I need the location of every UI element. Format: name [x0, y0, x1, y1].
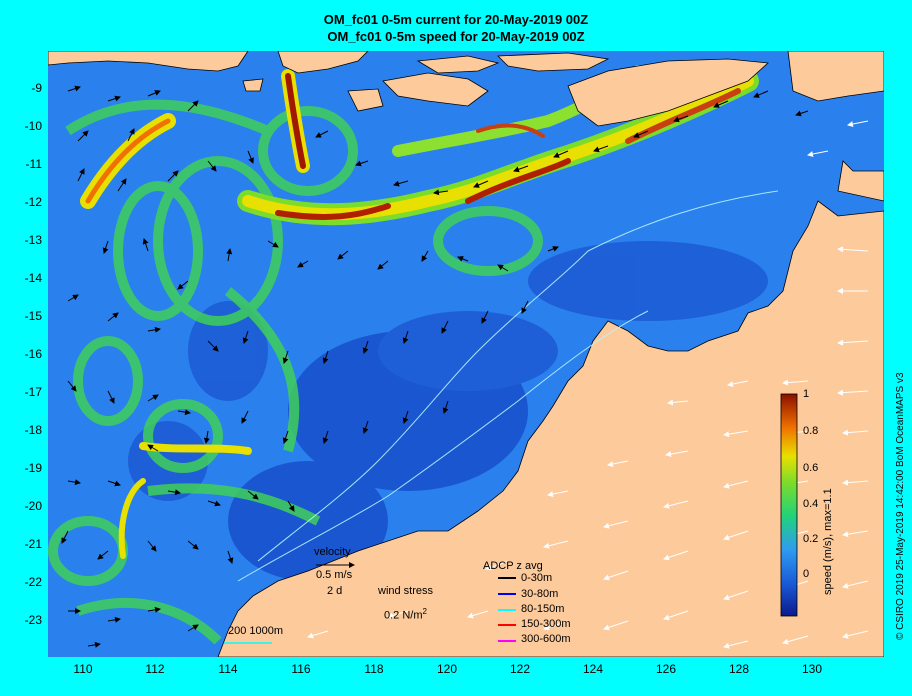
bathymetry-contours [237, 190, 779, 582]
lat-label: -19 [24, 461, 42, 475]
lat-label: -15 [24, 309, 42, 323]
adcp-item: 300-600m [521, 633, 571, 645]
map-title: OM_fc01 0-5m current for 20-May-2019 00Z [323, 12, 589, 27]
australia-landmass [217, 200, 884, 657]
speed-colorbar [780, 393, 798, 617]
wind-stress-label: wind stress [378, 585, 434, 597]
wind-stress-vectors [307, 120, 869, 649]
adcp-legend-title: ADCP z avg [483, 560, 543, 572]
lat-label: -18 [24, 423, 42, 437]
current-vectors [61, 85, 809, 648]
lat-label: -12 [24, 195, 42, 209]
adcp-item: 80-150m [521, 603, 565, 615]
map-subtitle: OM_fc01 0-5m speed for 20-May-2019 00Z [327, 29, 585, 44]
lat-label: -21 [24, 537, 42, 551]
lat-label: -11 [25, 157, 42, 171]
lon-label: 126 [655, 662, 677, 676]
lon-label: 120 [436, 662, 458, 676]
lat-label: -17 [24, 385, 42, 399]
lon-label: 110 [73, 662, 93, 676]
colorbar-tick: 0.4 [803, 498, 819, 510]
colorbar-tick: 0.2 [803, 533, 819, 545]
lat-label: -23 [24, 613, 42, 627]
indonesian-islands [48, 51, 884, 127]
lon-label: 128 [728, 662, 750, 676]
lon-label: 116 [291, 662, 311, 676]
adcp-legend-arrows [498, 577, 516, 642]
velocity-legend-label: velocity [314, 546, 351, 558]
lat-label: -14 [24, 271, 42, 285]
colorbar-tick: 0 [803, 568, 810, 580]
lon-label: 124 [582, 662, 604, 676]
lat-label: -22 [24, 575, 42, 589]
ocean-current-map [48, 51, 884, 657]
scale-bar-label: 200 1000m [228, 625, 284, 637]
lon-label: 112 [145, 662, 165, 676]
velocity-time-label: 2 d [327, 585, 343, 597]
colorbar-tick: 0.8 [803, 425, 819, 437]
lat-label: -20 [24, 499, 42, 513]
lon-label: 122 [509, 662, 531, 676]
lon-label: 114 [218, 662, 238, 676]
wind-stress-scale: 0.2 N/m2 [384, 607, 427, 622]
strong-currents [80, 65, 759, 559]
lat-label: -16 [24, 347, 42, 361]
adcp-item: 0-30m [521, 572, 553, 584]
kimberley-coast [837, 160, 884, 202]
colorbar-tick: 1 [803, 388, 810, 400]
lon-label: 118 [364, 662, 384, 676]
velocity-scale-label: 0.5 m/s [316, 569, 353, 581]
adcp-item: 30-80m [521, 588, 559, 600]
colorbar-label: speed (m/s), max=1.1 [822, 488, 834, 595]
colorbar-tick: 0.6 [803, 462, 819, 474]
credit-text: © CSIRO 2019 25-May-2019 14:42:00 BoM Oc… [895, 372, 906, 640]
lat-label: -13 [24, 233, 42, 247]
adcp-item: 150-300m [521, 618, 571, 630]
lon-label: 130 [801, 662, 823, 676]
lat-label: -10 [24, 119, 42, 133]
lat-label: -9 [31, 81, 42, 95]
